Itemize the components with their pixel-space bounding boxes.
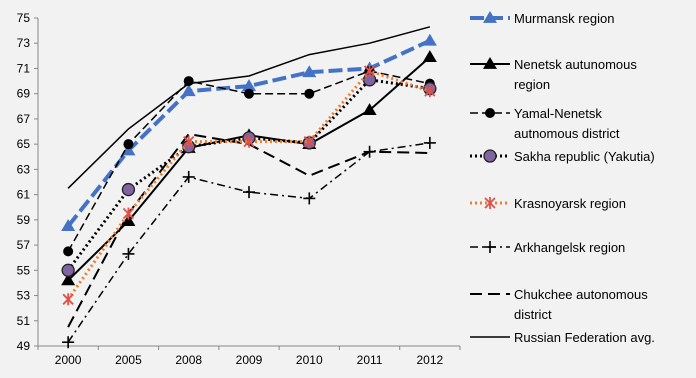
legend-label: Sakha republic (Yakutia) (514, 149, 655, 164)
legend-label: district (514, 307, 552, 322)
legend-label: region (514, 77, 550, 92)
y-tick-label: 53 (17, 289, 31, 303)
legend-swatch-marker (485, 108, 495, 118)
legend-label: Chukchee autonomous (514, 287, 648, 302)
data-point-marker (302, 65, 317, 78)
series-arkhangelsk-region (62, 136, 436, 349)
data-point-marker (121, 214, 136, 227)
data-point-marker (422, 50, 437, 63)
legend-entry: Sakha republic (Yakutia) (470, 149, 655, 164)
legend-entry: Yamal-Nenetsk autnomous district (470, 106, 620, 141)
y-tick-label: 61 (17, 188, 31, 202)
plot-area (61, 26, 437, 349)
data-point-marker (423, 136, 436, 149)
series-line (66, 78, 431, 272)
legend-label: Arkhangelsk region (514, 240, 625, 255)
legend-swatch-marker (483, 149, 497, 163)
y-tick-label: 63 (17, 162, 31, 176)
legend-swatch-marker (484, 197, 496, 209)
y-tick-label: 67 (17, 112, 31, 126)
data-point-marker (121, 182, 136, 197)
y-tick-label: 73 (17, 36, 31, 50)
series-line (67, 133, 430, 328)
legend-entry: Krasnoyarsk region (470, 196, 626, 211)
data-point-marker (304, 88, 315, 99)
legend-swatch-marker (483, 11, 497, 23)
y-tick-label: 71 (17, 61, 31, 75)
x-tick-label: 2009 (236, 353, 263, 367)
x-tick-label: 2005 (115, 353, 142, 367)
data-point-marker (424, 85, 436, 98)
legend-label: Nenetsk autunomous (514, 57, 637, 72)
x-tick-label: 2012 (417, 353, 444, 367)
data-point-marker (62, 293, 74, 306)
x-tick-label: 2011 (357, 353, 383, 367)
data-point-marker (182, 170, 195, 183)
data-point-marker (61, 273, 76, 286)
data-point-marker (303, 192, 316, 205)
data-point-marker (422, 33, 437, 46)
legend-entry: Nenetsk autunomous region (470, 57, 637, 92)
legend-label: autnomous district (514, 126, 620, 141)
series-line (67, 26, 431, 189)
series-krasnoyarsk-region (62, 64, 436, 306)
y-tick-label: 55 (17, 263, 31, 277)
y-tick-label: 57 (17, 238, 31, 252)
legend-entry: Russian Federation avg. (470, 330, 655, 345)
series-russian-federation-avg (67, 26, 431, 189)
data-point-marker (122, 247, 135, 260)
data-point-marker (61, 263, 75, 277)
y-tick-label: 59 (17, 213, 31, 227)
legend-swatch-marker (484, 241, 496, 253)
legend-entry: Arkhangelsk region (470, 240, 625, 255)
series-sakha-republic-yakutia (61, 73, 437, 277)
data-point-marker (303, 135, 315, 148)
y-tick-label: 65 (17, 137, 31, 151)
legend: Murmansk region Nenetsk autunomous region Y… (470, 11, 655, 345)
x-tick-label: 2000 (55, 353, 82, 367)
data-point-marker (243, 135, 255, 148)
data-point-marker (62, 336, 75, 349)
y-tick-label: 69 (17, 87, 31, 101)
y-tick-label: 75 (17, 11, 31, 25)
legend-swatch-marker (483, 57, 497, 69)
data-point-marker (63, 246, 74, 257)
axes: 49 51 53 55 57 59 61 63 65 67 69 71 73 75 2000 2005 2008… (17, 11, 461, 367)
data-point-marker (362, 103, 377, 115)
data-point-marker (244, 88, 254, 99)
data-point-marker (242, 79, 256, 92)
x-tick-label: 2010 (296, 353, 323, 367)
data-point-marker (123, 139, 134, 150)
series-line (67, 142, 431, 343)
y-tick-label: 51 (17, 314, 31, 328)
legend-entry: Chukchee autonomous district (470, 287, 648, 322)
legend-label: Krasnoyarsk region (514, 196, 626, 211)
data-point-marker (121, 143, 136, 156)
data-point-marker (181, 84, 196, 97)
y-tick-label: 49 (17, 339, 31, 353)
data-point-marker (363, 145, 376, 158)
data-point-marker (183, 135, 195, 148)
series-chukchee-autonomous-district (67, 133, 430, 328)
data-point-marker (61, 219, 76, 232)
data-point-marker (183, 76, 194, 87)
legend-entry: Murmansk region (470, 11, 614, 26)
series-yamal-nenetsk-autnomous-district (63, 65, 435, 257)
legend-label: Russian Federation avg. (514, 330, 655, 345)
legend-label: Yamal-Nenetsk (514, 106, 602, 121)
legend-label: Murmansk region (514, 11, 614, 26)
data-point-marker (243, 186, 255, 199)
data-point-marker (122, 207, 135, 220)
x-tick-label: 2008 (175, 353, 202, 367)
data-point-marker (363, 64, 376, 77)
